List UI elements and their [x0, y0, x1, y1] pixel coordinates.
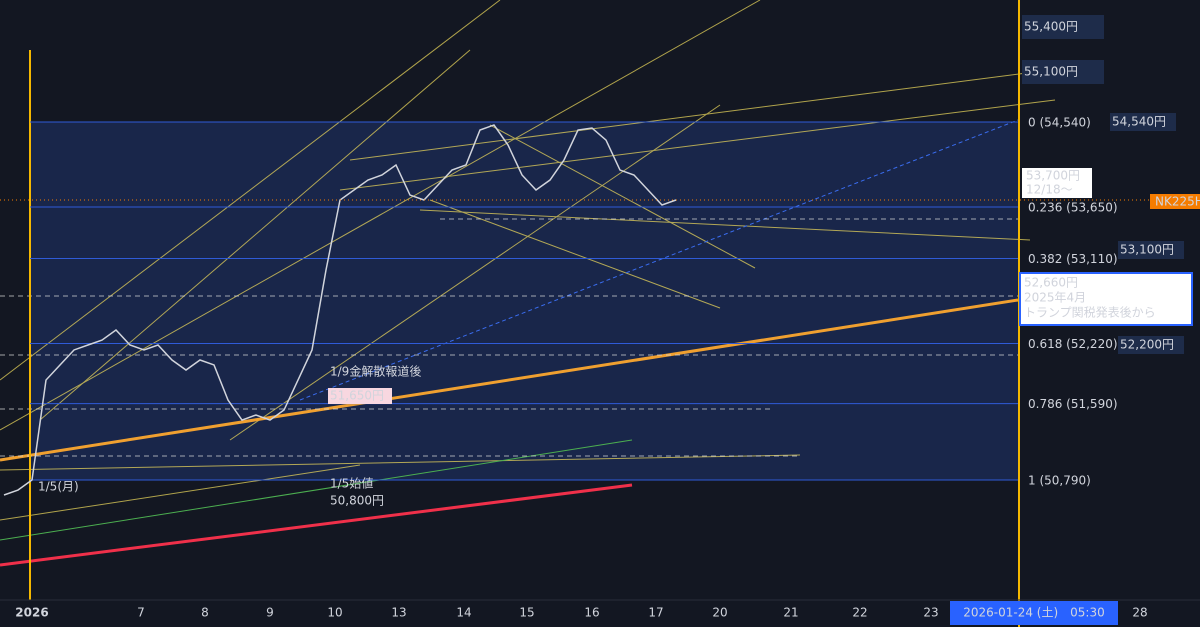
x-tick-label: 9 — [266, 606, 274, 620]
x-tick-label: 7 — [137, 606, 145, 620]
price-label-box — [1118, 241, 1184, 259]
price-label-box — [1118, 336, 1184, 354]
x-tick-label: 21 — [783, 606, 798, 620]
x-tick-label: 10 — [327, 606, 342, 620]
fib-zone — [30, 122, 1018, 480]
fib-label: 0.786 (51,590) — [1028, 397, 1118, 411]
x-tick-label: 13 — [391, 606, 406, 620]
green-line — [0, 439, 633, 541]
annotation: 50,800円 — [330, 494, 384, 508]
dashed-levels — [0, 218, 1018, 457]
note-box — [1022, 168, 1092, 198]
fib-label: 0.618 (52,220) — [1028, 337, 1118, 351]
note-text: 52,660円 — [1024, 276, 1078, 290]
note-text: 2025年4月 — [1024, 291, 1086, 305]
series-name: NK225H — [1155, 195, 1200, 209]
fib-label: 0.236 (53,650) — [1028, 200, 1118, 214]
series-tag — [1150, 194, 1200, 209]
note-text: 12/18〜 — [1026, 183, 1073, 197]
current-time: 2026-01-24 (土) 05:30 — [963, 606, 1105, 620]
annotation: 1/5(月) — [38, 480, 79, 494]
price-label: 53,100円 — [1120, 243, 1174, 257]
x-tick-label: 23 — [923, 606, 938, 620]
annotation: 51,650円 — [330, 389, 384, 403]
blue-dashed — [299, 119, 1019, 401]
fib-group: 0 (54,540) 0.236 (53,650) 0.382 (53,110) 0.… — [30, 116, 1118, 488]
trend-lines — [0, 0, 1056, 521]
note-box — [1019, 272, 1193, 326]
fib-label: 0.382 (53,110) — [1028, 252, 1118, 266]
price-label-box — [1022, 60, 1104, 84]
annotations: 55,400円 55,100円 54,540円 53,100円 52,200円 53,70… — [38, 15, 1193, 508]
red-line — [0, 483, 633, 567]
price-label: 52,200円 — [1120, 338, 1174, 352]
note-text: 53,700円 — [1026, 169, 1080, 183]
fib-label: 0 (54,540) — [1028, 116, 1091, 130]
x-tick-label: 22 — [852, 606, 867, 620]
x-tick-label: 28 — [1132, 606, 1147, 620]
x-tick-label: 2026 — [15, 606, 48, 620]
plot: NK225H — [0, 124, 1200, 496]
x-tick-label: 20 — [712, 606, 727, 620]
fib-label: 1 (50,790) — [1028, 474, 1091, 488]
price-label-box — [1110, 113, 1176, 131]
time-box — [950, 601, 1118, 625]
note-text: トランプ関税発表後から — [1024, 306, 1156, 320]
x-tick-label: 8 — [201, 606, 209, 620]
price-label: 55,400円 — [1024, 20, 1078, 34]
support-line — [0, 298, 1019, 462]
x-tick-label: 15 — [519, 606, 534, 620]
annotation: 1/5始値 — [330, 476, 373, 491]
x-tick-label: 14 — [456, 606, 471, 620]
x-tick-label: 16 — [584, 606, 599, 620]
price-label: 55,100円 — [1024, 65, 1078, 79]
price-label: 54,540円 — [1112, 115, 1166, 129]
annotation: 1/9金解散報道後 — [330, 364, 421, 379]
price-label-box — [1022, 15, 1104, 39]
annotation-box — [328, 388, 392, 404]
x-tick-label: 17 — [648, 606, 663, 620]
